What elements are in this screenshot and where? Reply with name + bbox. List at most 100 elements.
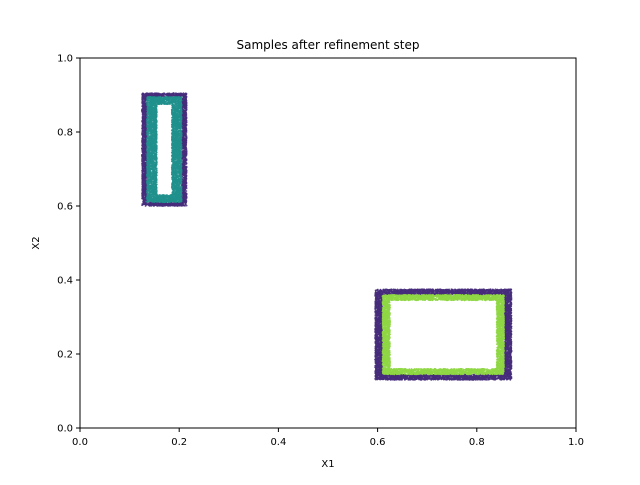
sample-point [143,158,146,160]
sample-point [144,97,147,99]
sample-point [141,159,143,162]
sample-point [185,178,187,181]
sample-point [182,119,185,122]
sample-point [166,94,169,96]
sample-point [142,137,145,140]
sample-point [150,205,152,207]
sample-point [142,125,145,128]
sample-point [166,204,169,206]
sample-point [184,133,187,136]
sample-point [183,113,186,116]
sample-point [183,195,186,198]
sample-point [144,125,146,128]
sample-point [168,92,170,95]
sample-point [141,154,144,157]
sample-point [184,116,186,119]
sample-point [141,171,144,174]
sample-point [160,204,163,207]
sample-point [142,188,145,190]
sample-point [185,152,187,155]
sample-point [185,181,188,184]
sample-point [144,162,147,165]
sample-point [183,145,186,148]
sample-point [143,166,146,169]
sample-point [185,165,188,168]
sample-point [141,127,144,130]
sample-point [155,204,158,206]
sample-point [185,104,187,106]
sample-point [185,170,188,173]
sample-point [183,134,185,137]
sample-point [170,204,173,206]
sample-point [141,184,144,187]
sample-point [183,168,186,170]
sample-point [183,163,186,166]
sample-point [184,126,187,129]
sample-point [154,94,157,96]
sample-point [181,157,184,160]
sample-point [143,198,145,201]
sample-point [141,115,144,118]
sample-point [142,98,145,100]
sample-point [141,149,144,152]
sample-point [183,175,186,178]
sample-point [143,148,146,151]
sample-point [184,155,187,157]
sample-point [182,150,184,153]
sample-point [184,138,187,141]
sample-point [182,137,185,140]
sample-point [185,148,187,151]
sample-point [183,188,185,191]
sample-point [142,112,144,115]
sample-point [184,121,187,124]
sample-point [144,174,147,177]
sample-point [142,160,145,162]
sample-point [162,202,165,205]
sample-point [182,125,185,127]
sample-point [182,181,184,184]
sample-point [143,153,145,155]
sample-point [144,185,146,188]
sample-point [185,136,188,139]
sample-point [141,98,144,100]
sample-point [141,176,144,178]
sample-point [141,119,144,122]
sample-point [174,203,177,206]
sample-point [183,204,186,207]
sample-point [182,159,185,162]
sample-point [141,108,144,111]
sample-point [164,93,166,96]
sample-point [184,158,187,160]
sample-point [141,163,144,166]
sample-point [141,193,144,195]
sample-point [141,95,144,98]
sample-point [185,200,188,203]
sample-point [184,196,187,198]
sample-point [176,203,178,206]
sample-point [142,169,145,172]
sample-point [185,159,188,162]
sample-points [141,92,513,381]
sample-point [178,94,181,97]
sample-point [183,183,186,186]
sample-point [184,192,187,195]
sample-point [142,140,145,142]
sample-point [181,203,184,206]
sample-point [183,142,185,145]
sample-point [184,97,187,100]
sample-point [145,204,148,206]
sample-point [182,152,185,154]
sample-point [142,110,145,113]
sample-point [144,93,146,96]
sample-point [185,174,188,177]
sample-point [142,101,145,104]
sample-point [185,113,188,115]
sample-point [183,147,185,149]
sample-point [178,204,180,207]
sample-point [182,97,184,100]
sample-point [184,202,187,205]
sample-point [155,92,158,95]
